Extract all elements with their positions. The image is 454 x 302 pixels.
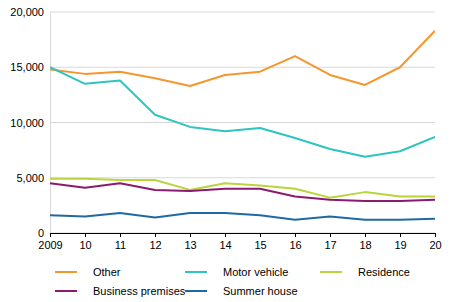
x-tick-mark — [155, 233, 156, 237]
x-tick-label: 10 — [79, 239, 91, 251]
y-tick-label: 15,000 — [10, 61, 44, 73]
legend: Other Motor vehicle Residence Business prem… — [55, 266, 410, 297]
x-tick-mark — [85, 233, 86, 237]
y-tick-label: 0 — [38, 227, 44, 239]
x-tick-label: 20 — [429, 239, 441, 251]
grid-line — [50, 122, 435, 123]
x-tick-mark — [330, 233, 331, 237]
x-tick-mark — [260, 233, 261, 237]
lines-inner — [50, 31, 435, 220]
x-tick: 13 — [184, 233, 196, 251]
y-tick: 10,000 — [10, 117, 50, 129]
legend-swatch — [55, 271, 77, 273]
legend-swatch — [320, 271, 342, 273]
x-tick-label: 16 — [289, 239, 301, 251]
lines — [50, 31, 435, 220]
legend-label: Summer house — [223, 285, 298, 297]
y-tick: 20,000 — [10, 6, 50, 18]
legend-swatch — [185, 271, 207, 273]
x-tick-label: 15 — [254, 239, 266, 251]
x-tick-mark — [225, 233, 226, 237]
x-tick: 17 — [324, 233, 336, 251]
legend-item: Other — [55, 266, 121, 278]
x-tick-mark — [190, 233, 191, 237]
y-tick-label: 20,000 — [10, 6, 44, 18]
series-line — [50, 183, 435, 201]
y-axis-line — [50, 13, 51, 234]
x-tick-label: 2009 — [38, 239, 62, 251]
x-tick: 11 — [115, 233, 126, 251]
y-tick-label: 10,000 — [10, 117, 44, 129]
y-axis: 0 5,000 10,000 15,000 20,000 — [10, 6, 50, 239]
series-line — [50, 213, 435, 220]
x-tick-label: 12 — [149, 239, 161, 251]
x-tick: 14 — [219, 233, 231, 251]
series-line — [50, 31, 435, 86]
legend-label: Motor vehicle — [223, 266, 288, 278]
x-tick-label: 14 — [219, 239, 231, 251]
x-tick: 20 — [429, 233, 441, 251]
x-tick-label: 11 — [115, 239, 126, 251]
x-tick-mark — [435, 233, 436, 237]
grid-line — [50, 67, 435, 68]
grid-line — [50, 233, 435, 234]
x-tick-mark — [295, 233, 296, 237]
y-tick: 0 — [38, 227, 50, 239]
plot: 0 5,000 10,000 15,000 20,000 2009 10 11 12 13 14 15… — [10, 6, 441, 251]
x-tick: 18 — [359, 233, 371, 251]
legend-label: Other — [93, 266, 121, 278]
x-axis-line — [51, 233, 436, 234]
x-tick: 2009 — [38, 233, 62, 251]
x-tick-mark — [365, 233, 366, 237]
legend-item: Residence — [320, 266, 410, 278]
x-tick: 16 — [289, 233, 301, 251]
x-tick: 19 — [394, 233, 406, 251]
x-tick-mark — [400, 233, 401, 237]
chart: 0 5,000 10,000 15,000 20,000 2009 10 11 12 13 14 15… — [0, 0, 454, 302]
legend-item: Motor vehicle — [185, 266, 288, 278]
legend-label: Residence — [358, 266, 410, 278]
series-line — [50, 67, 435, 157]
y-tick: 15,000 — [10, 61, 50, 73]
x-axis: 2009 10 11 12 13 14 15 16 17 18 19 20 — [38, 233, 441, 251]
legend-swatch — [55, 290, 77, 292]
legend-item: Summer house — [185, 285, 298, 297]
legend-swatch — [185, 290, 207, 292]
grid-line — [50, 12, 435, 13]
x-tick: 10 — [79, 233, 91, 251]
y-tick-label: 5,000 — [16, 172, 44, 184]
x-tick-mark — [50, 233, 51, 237]
x-tick-mark — [120, 233, 121, 237]
grid-line — [50, 177, 435, 178]
x-tick-label: 17 — [324, 239, 336, 251]
grid — [50, 12, 435, 233]
legend-label: Business premises — [93, 285, 186, 297]
legend-item: Business premises — [55, 285, 186, 297]
x-tick-label: 18 — [359, 239, 371, 251]
x-tick: 15 — [254, 233, 266, 251]
x-tick-label: 19 — [394, 239, 406, 251]
x-tick: 12 — [149, 233, 161, 251]
y-tick: 5,000 — [16, 172, 50, 184]
x-tick-label: 13 — [184, 239, 196, 251]
